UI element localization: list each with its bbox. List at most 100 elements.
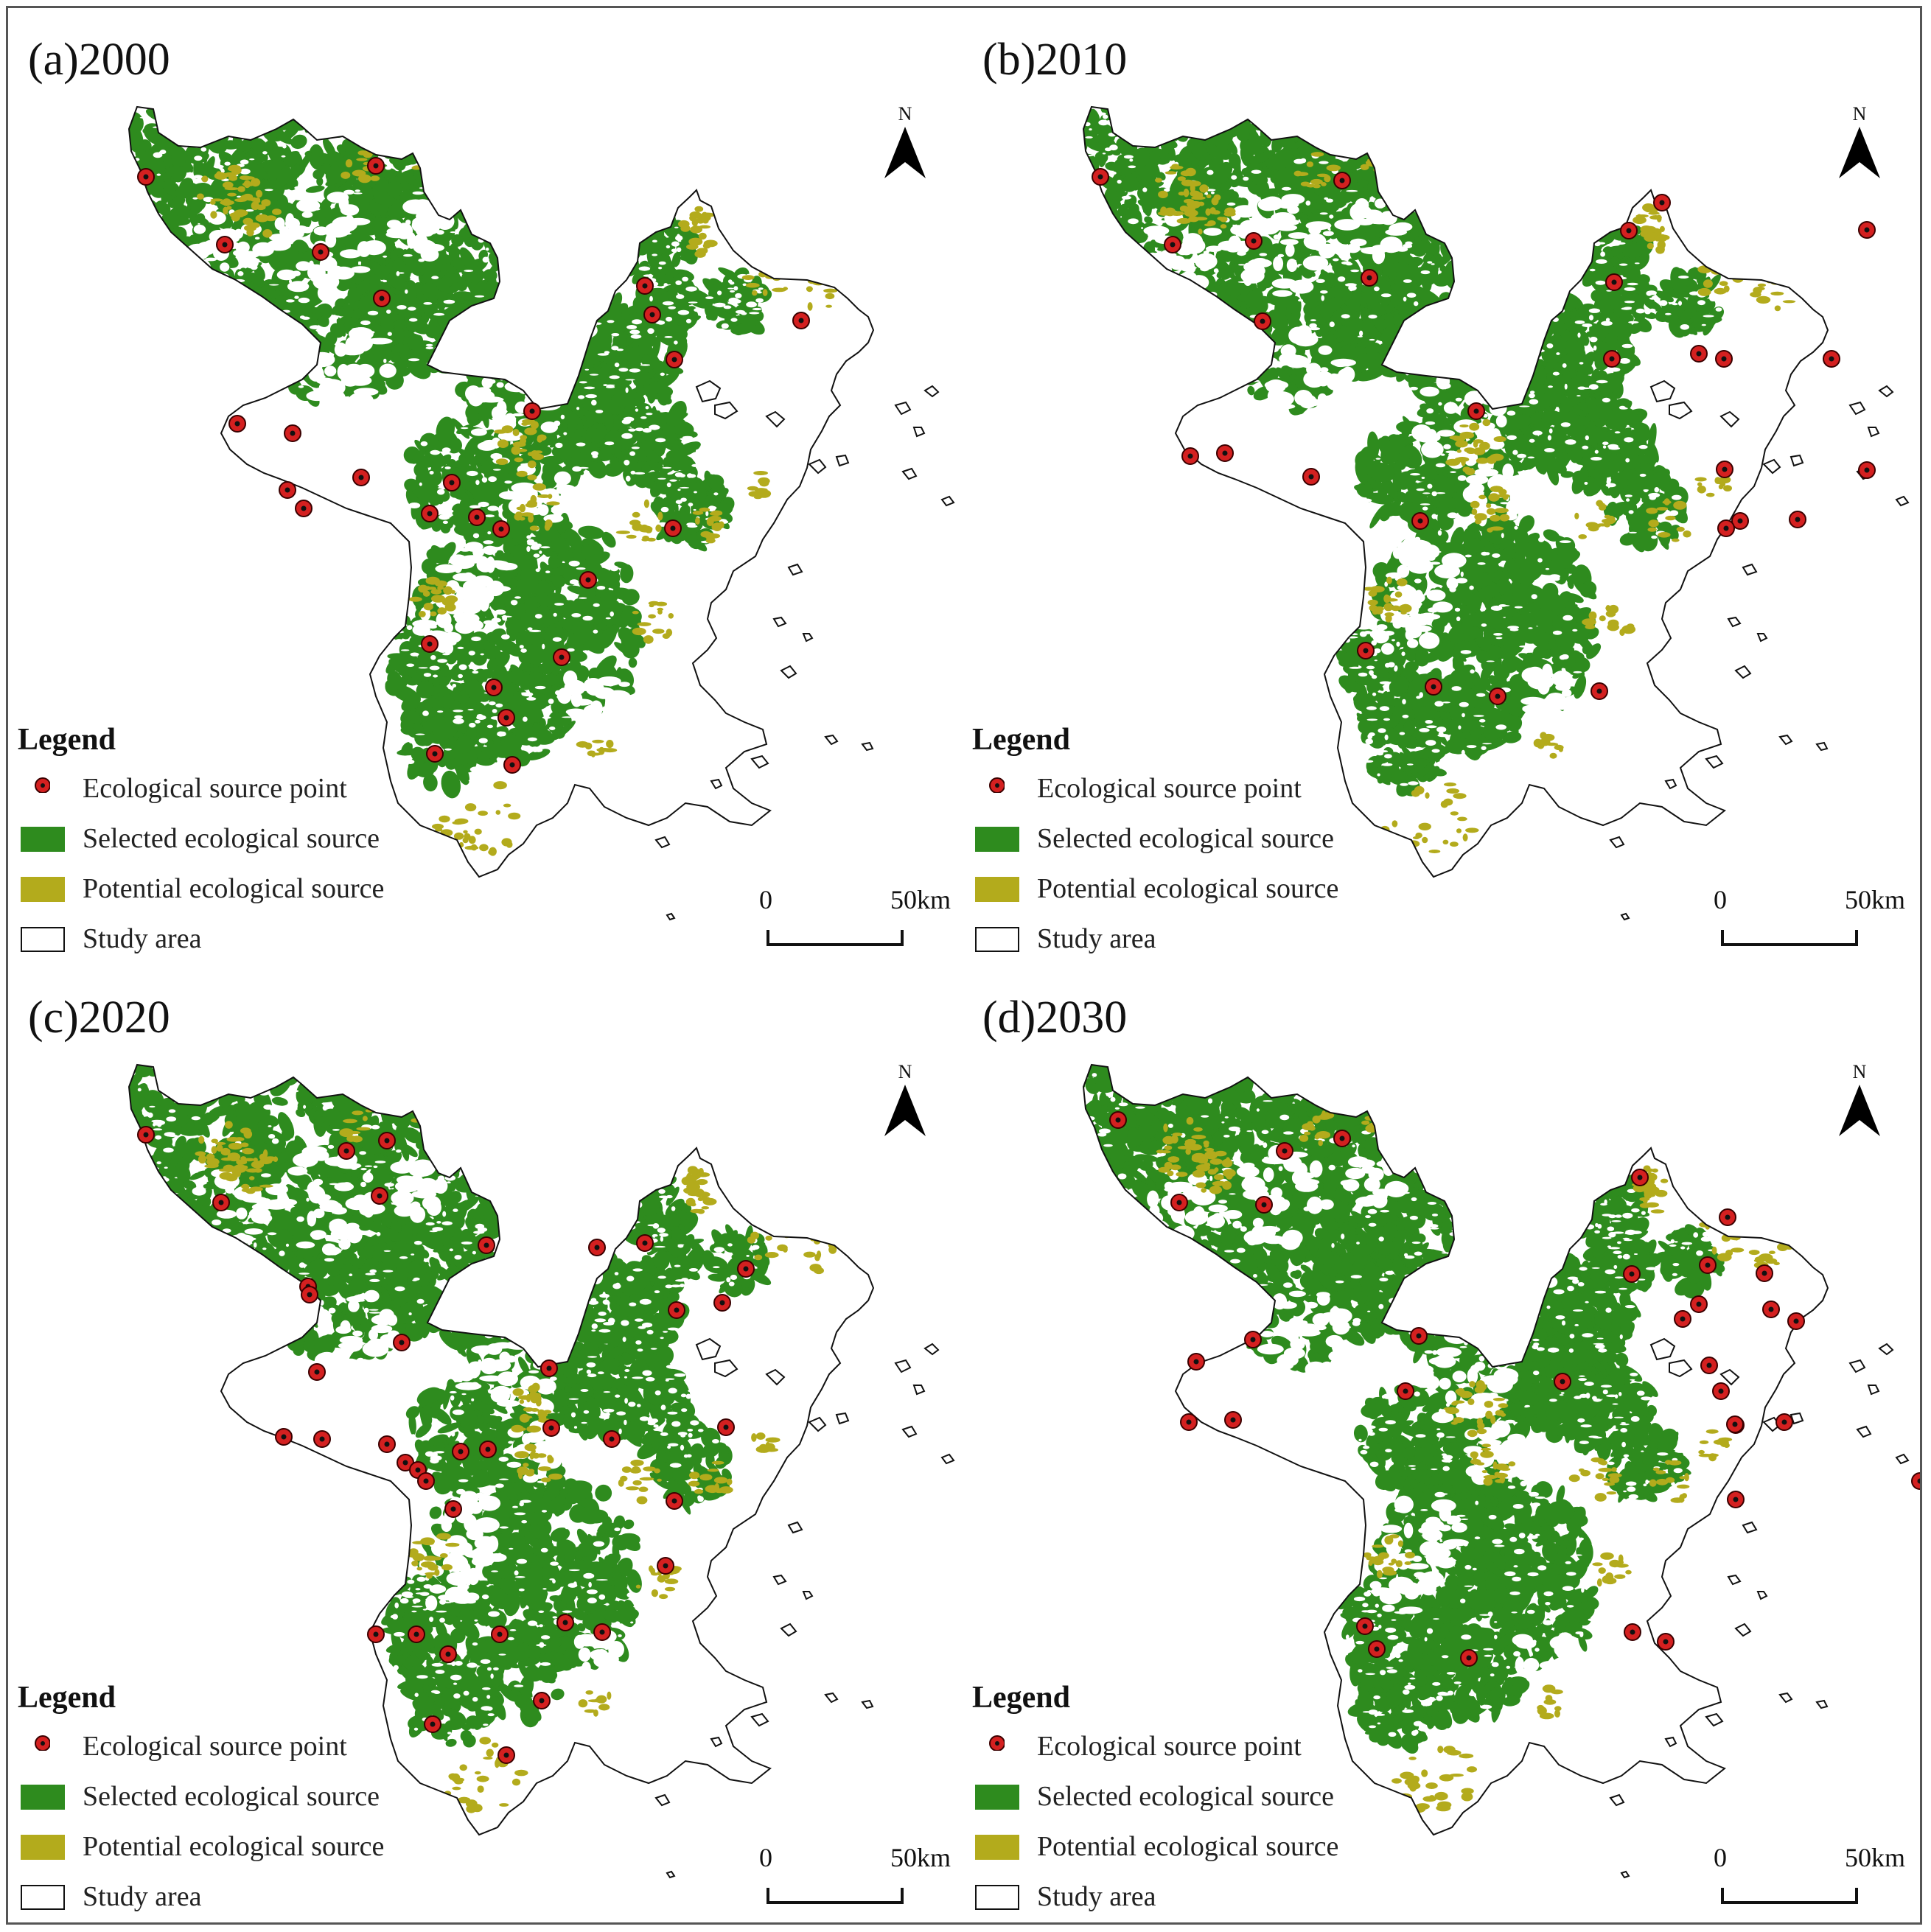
scale-end-label: 50km [890,885,951,914]
map-panel-2020: (c)2020 N Legend Ecological source point Sel… [7,965,966,1923]
island-outline [1664,1736,1677,1748]
legend-item-point: Ecological source point [18,768,430,818]
ecological-source-point [1911,1472,1920,1490]
ecological-source-point [1333,172,1351,189]
island-outline [1734,1623,1752,1637]
island-outline [835,1412,850,1425]
study-area-map [1082,1063,1920,1879]
island-outline [1778,1692,1793,1704]
legend-label: Study area [1037,1881,1156,1912]
ecological-source-point [444,1500,462,1518]
study-area-boundary [1082,1063,1829,1836]
ecological-source-point [216,236,234,253]
island-outline [1878,1343,1894,1356]
study-area-map [1082,105,1910,921]
ecological-source-point [1164,236,1181,253]
ecological-source-point [737,1260,755,1278]
ecological-source-point [1858,461,1876,479]
ecological-source-point [1410,1327,1428,1345]
island-outline [923,1343,940,1356]
ecological-source-point [503,756,521,774]
ecological-source-point [373,290,391,307]
island-outline [1815,1699,1829,1709]
ecological-source-point [1255,1196,1273,1214]
legend-item-potential: Potential ecological source [18,868,430,918]
ecological-source-point [1605,273,1623,291]
legend-label: Potential ecological source [83,873,385,904]
legend: Legend Ecological source point Selected ec… [18,1680,430,1923]
island-outline [1727,616,1742,628]
legend-swatch-selected [21,827,65,852]
ecological-source-point [1756,1264,1773,1282]
legend: Legend Ecological source point Selected ec… [972,722,1385,965]
island-outline [1867,427,1880,438]
island-outline [1742,1521,1758,1534]
legend-item-point: Ecological source point [972,768,1385,818]
island-outline [1664,778,1677,790]
legend-item-potential: Potential ecological source [18,1826,430,1876]
ecological-source-point [666,351,683,368]
island-outline [1856,1425,1872,1438]
map-panel-2000: (a)2000 N Legend Ecological source point Sel… [7,7,966,965]
ecological-source-point [426,745,444,763]
ecological-source-point [479,1441,497,1458]
scale-bar: 0 50km [752,884,951,958]
island-outline [1756,633,1768,643]
panel-title: (c)2020 [28,993,170,1043]
ecological-source-point [1787,1312,1805,1330]
study-area-boundary [128,1063,875,1836]
map-panel-2030: (d)2030 N Legend Ecological source point Sel… [962,965,1920,1923]
study-area-map [128,1063,955,1879]
island-outline [772,616,787,628]
ecological-source-point [1356,1617,1374,1635]
ecological-source-point [485,679,503,696]
ecological-source-point [1368,1640,1386,1658]
scale-bar-line [767,930,904,946]
ecological-source-point [468,508,486,526]
legend-item-point: Ecological source point [18,1726,430,1776]
ecological-source-point [668,1301,685,1319]
island-outline [1756,1591,1768,1600]
legend-swatch-point [989,1735,1005,1751]
ecological-source-point [1715,350,1733,368]
ecological-source-point [1699,1256,1717,1274]
study-area-map [128,105,955,921]
island-outline [1609,836,1625,849]
legend-item-selected: Selected ecological source [18,1776,430,1826]
ecological-source-point [1823,350,1840,368]
island-outline [1620,1870,1630,1879]
island-outline [695,1337,722,1361]
ecological-source-point [1712,1382,1730,1400]
ecological-source-point [636,1234,654,1252]
study-area-boundary [128,105,875,878]
ecological-source-point [636,277,654,295]
island-outline [750,755,769,769]
island-outline [1742,563,1758,576]
ecological-source-point [228,415,246,433]
legend-label: Selected ecological source [1037,823,1335,854]
island-outline [666,1870,676,1879]
island-outline [780,665,797,679]
ecological-source-point [1092,168,1109,186]
island-outline [765,410,786,428]
ecological-source-point [284,424,301,442]
scale-end-label: 50km [1845,1843,1906,1872]
legend-swatch-potential [975,877,1019,902]
island-outline [901,467,918,480]
map-panel-2010: (b)2010 N Legend Ecological source point Sel… [962,7,1920,965]
ecological-source-point [1357,642,1375,659]
ecological-source-point [1361,269,1378,287]
ecological-source-point [1620,222,1638,239]
north-arrow-icon: N [884,1061,936,1164]
ecological-source-point [408,1625,425,1643]
legend-item-potential: Potential ecological source [972,868,1385,918]
island-outline [710,1736,723,1748]
ecological-source-point [312,243,329,261]
ecological-source-point [523,402,541,420]
ecological-source-point [378,1435,396,1453]
ecological-source-point [1726,1415,1744,1433]
scale-start-label: 0 [759,885,772,914]
panel-title: (b)2010 [982,35,1128,85]
ecological-source-point [1716,461,1733,478]
legend-title: Legend [972,723,1071,757]
